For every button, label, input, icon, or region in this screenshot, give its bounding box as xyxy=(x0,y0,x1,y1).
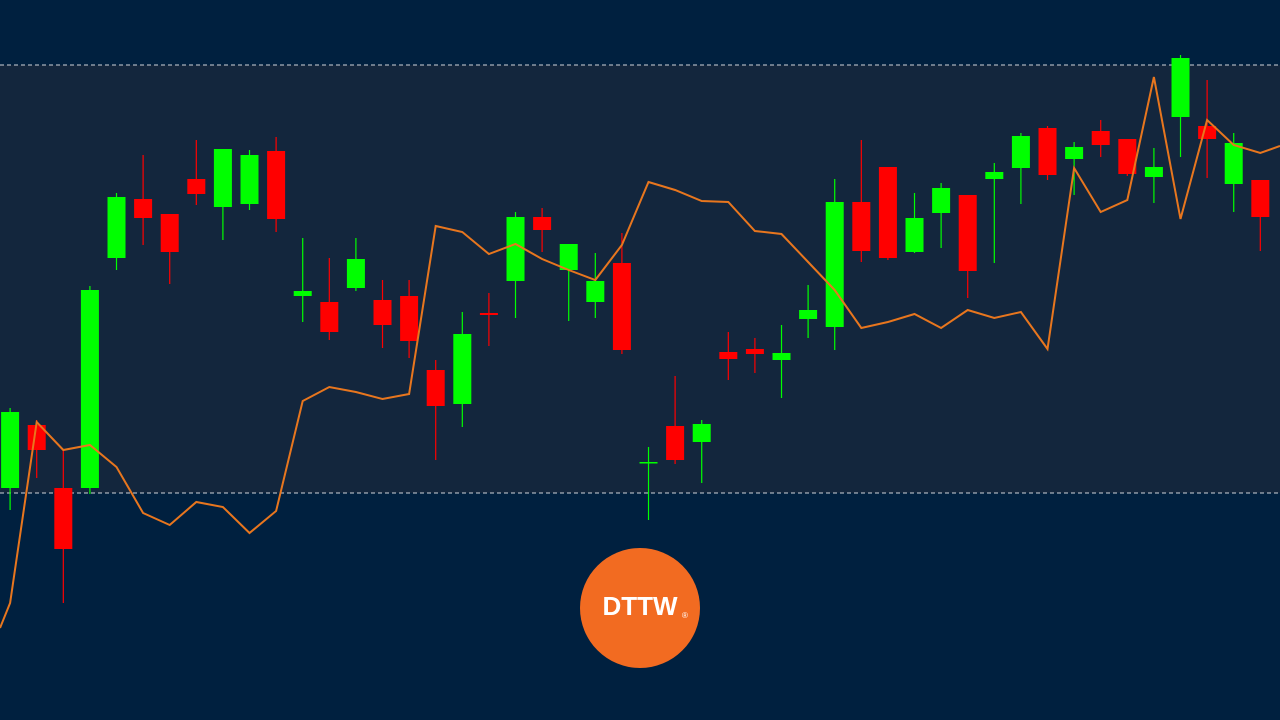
candle-body xyxy=(559,244,578,270)
band-fill xyxy=(0,65,1280,493)
candle-body xyxy=(1011,136,1030,168)
candle-body xyxy=(320,302,339,332)
plot-layer xyxy=(0,55,1280,629)
candle-body xyxy=(54,488,73,549)
candle-body xyxy=(346,259,365,288)
candle-body xyxy=(506,217,525,281)
candle-body xyxy=(852,202,871,251)
candle-body xyxy=(426,370,445,406)
candle-body xyxy=(373,300,392,325)
candle-body xyxy=(586,281,605,302)
candle-body xyxy=(799,310,818,319)
candle-body xyxy=(213,149,232,207)
candle-body xyxy=(878,167,897,258)
candle-body xyxy=(1038,128,1057,175)
logo-text: DTTW xyxy=(602,591,678,621)
candle-body xyxy=(187,179,206,194)
logo-mark: ® xyxy=(682,611,688,620)
candle-body xyxy=(1224,143,1243,184)
candle-body xyxy=(27,425,46,450)
candle-body xyxy=(1251,180,1270,217)
candle-body xyxy=(1,412,20,488)
indicator-line xyxy=(0,76,1280,629)
candle-body xyxy=(80,290,99,488)
candle-body xyxy=(267,151,286,219)
candle-body xyxy=(134,199,153,218)
candle-body xyxy=(666,426,685,460)
candle-body xyxy=(533,217,552,230)
candle-body xyxy=(745,349,764,354)
band-layer xyxy=(0,64,1280,494)
candle-body xyxy=(453,334,472,404)
candle-body xyxy=(772,353,791,360)
candle-body xyxy=(160,214,179,252)
candle-body xyxy=(107,197,126,258)
candle-body xyxy=(958,195,977,271)
candle-body xyxy=(240,155,259,204)
candle-body xyxy=(639,462,658,464)
candle-body xyxy=(985,172,1004,179)
candle-body xyxy=(905,218,924,252)
candle-body xyxy=(293,291,312,296)
candle-body xyxy=(692,424,711,442)
candle-body xyxy=(1144,167,1163,177)
candle-body xyxy=(719,352,738,359)
candle-body xyxy=(1118,139,1137,174)
candle-body xyxy=(932,188,951,213)
candle-body xyxy=(1091,131,1110,145)
candle-body xyxy=(612,263,631,350)
logo-circle xyxy=(580,548,700,668)
candle-body xyxy=(1198,126,1217,139)
candle-body xyxy=(1171,58,1190,117)
candle-body xyxy=(400,296,419,341)
candle-body xyxy=(825,202,844,327)
candle-body xyxy=(1065,147,1084,159)
candle-body xyxy=(479,313,498,315)
